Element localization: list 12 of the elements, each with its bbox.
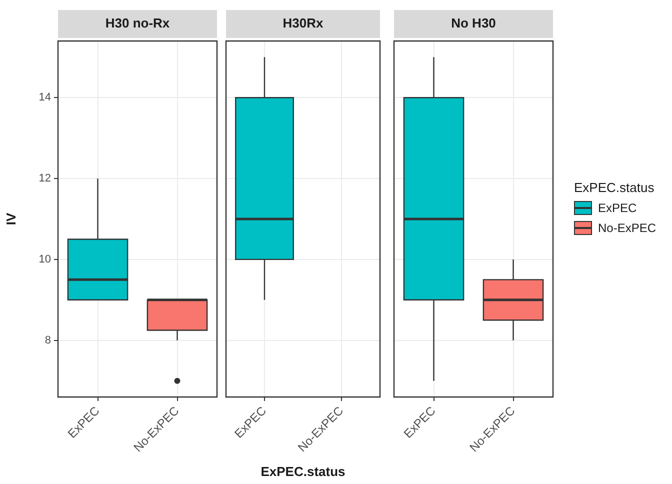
legend-label: No-ExPEC [598,221,656,235]
y-tick-label: 8 [44,334,51,346]
y-axis-title: IV [3,212,18,226]
x-axis-title: ExPEC.status [260,464,346,479]
legend-title: ExPEC.status [574,180,656,195]
chart-title: H30 no-Rx [105,16,170,31]
y-tick-label: 12 [38,172,51,185]
legend-label: ExPEC [598,201,637,215]
y-tick-label: 14 [38,92,51,104]
y-tick-label: 10 [38,253,51,266]
chart-title: No H30 [451,16,496,31]
chart-title: H30Rx [282,16,324,31]
